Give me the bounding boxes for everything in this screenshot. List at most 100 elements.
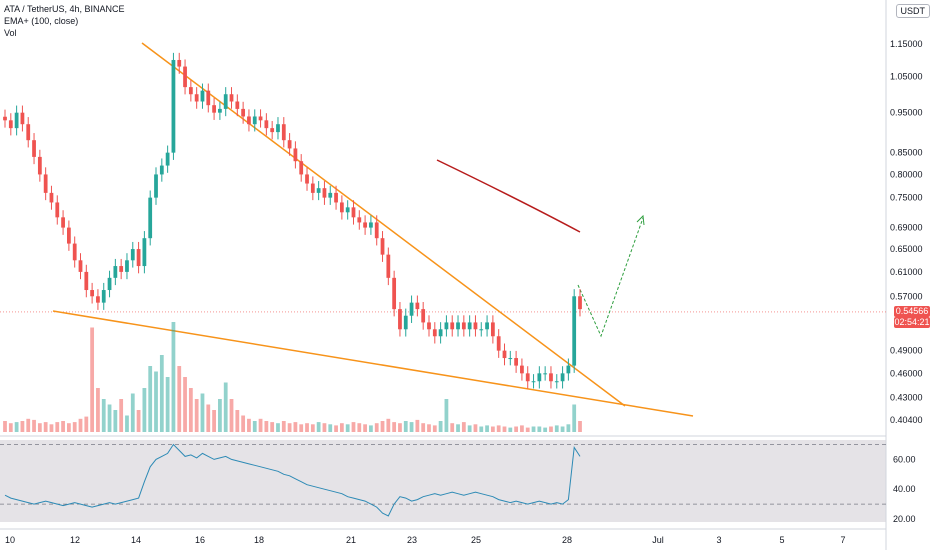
volume-bar (61, 421, 65, 432)
volume-bar (427, 424, 431, 432)
candle-body (578, 296, 582, 310)
candle-body (258, 116, 263, 121)
volume-indicator-label[interactable]: Vol (4, 28, 17, 38)
candle-body (188, 87, 193, 95)
volume-bar (235, 410, 240, 432)
volume-bar (496, 425, 501, 432)
candle-body (287, 140, 292, 149)
rsi-panel (0, 443, 886, 517)
candle-body (432, 329, 437, 337)
volume-bar (8, 423, 13, 432)
volume-bar (572, 404, 577, 432)
candle-body (421, 309, 426, 323)
volume-bar (334, 425, 338, 432)
candle-body (90, 290, 95, 297)
ema-indicator-label[interactable]: EMA+ (100, close) (4, 16, 79, 26)
time-tick-label: 28 (562, 535, 572, 545)
volume-bar (386, 418, 391, 432)
candle-body (392, 277, 397, 310)
candle-body (310, 183, 315, 193)
candle-body (572, 296, 577, 366)
rsi-tick-label: 40.00 (893, 484, 916, 494)
candle-body (194, 94, 199, 102)
volume-bar (125, 415, 129, 432)
candle-body (20, 112, 25, 125)
time-tick-label: 23 (407, 535, 417, 545)
candle-body (467, 322, 472, 330)
price-tick-label: 0.49000 (890, 346, 923, 356)
volume-bar (177, 366, 182, 432)
volume-bar (171, 322, 176, 432)
candle-body (78, 260, 83, 272)
volume-bar (357, 423, 362, 432)
price-tick-label: 1.05000 (890, 72, 923, 82)
volume-bar (194, 399, 199, 432)
candle-body (14, 112, 19, 129)
candle-body (148, 197, 153, 239)
volume-bar (101, 399, 106, 432)
price-axis[interactable]: 1.15000 1.05000 0.95000 0.85000 0.80000 0.750… (890, 39, 923, 524)
candle-body (461, 322, 466, 330)
candle-body (49, 192, 54, 203)
volume-bar (490, 426, 495, 432)
volume-bar (479, 426, 484, 432)
volume-bar (554, 425, 559, 432)
candle-body (293, 148, 298, 162)
candle-body (113, 266, 118, 278)
candle-body (252, 116, 257, 125)
candle-body (8, 120, 13, 129)
candle-body (363, 222, 367, 228)
candle-body (328, 192, 333, 198)
volume-bar (43, 422, 48, 432)
time-axis[interactable]: 10 12 14 16 18 21 23 25 28 Jul 3 5 7 (5, 535, 846, 545)
candle-body (171, 59, 176, 153)
currency-button[interactable]: USDT (895, 4, 930, 18)
volume-bar (78, 418, 83, 432)
volume-bars (3, 322, 582, 432)
time-tick-label: 5 (779, 535, 784, 545)
candle-body (101, 290, 106, 303)
volume-bar (154, 371, 158, 432)
volume-bar (287, 423, 292, 432)
price-tick-label: 0.57000 (890, 291, 923, 301)
price-tick-label: 0.61000 (890, 267, 923, 277)
candle-body (409, 302, 414, 316)
candle-body (357, 217, 362, 223)
candle-body (247, 116, 251, 125)
volume-bar (380, 421, 385, 432)
candle-body (543, 373, 548, 375)
lower-trendline (52, 310, 694, 417)
candle-body (351, 207, 356, 218)
volume-bar (316, 422, 321, 432)
candle-body (473, 322, 478, 330)
trendlines (52, 42, 694, 417)
candle-body (369, 222, 373, 228)
volume-bar (345, 424, 350, 432)
volume-bar (398, 423, 402, 432)
volume-bar (514, 426, 518, 432)
rsi-tick-label: 60.00 (893, 454, 916, 464)
candle-body (450, 322, 455, 330)
volume-bar (531, 426, 536, 432)
volume-bar (206, 404, 211, 432)
projection-arrowhead (636, 214, 645, 226)
candle-body (136, 249, 141, 267)
candle-body (281, 124, 286, 141)
volume-bar (502, 426, 507, 432)
volume-bar (363, 424, 367, 432)
price-tick-label: 0.43000 (890, 393, 923, 403)
volume-bar (90, 327, 95, 432)
candle-body (26, 124, 31, 141)
volume-bar (49, 424, 54, 432)
volume-bar (72, 422, 77, 432)
volume-bar (525, 427, 530, 432)
volume-bar (293, 422, 298, 432)
volume-bar (369, 425, 373, 432)
time-tick-label: 16 (195, 535, 205, 545)
candle-body (142, 238, 147, 267)
candle-body (270, 128, 275, 133)
volume-bar (392, 422, 397, 432)
candle-body (159, 165, 164, 175)
candle-body (212, 105, 216, 113)
